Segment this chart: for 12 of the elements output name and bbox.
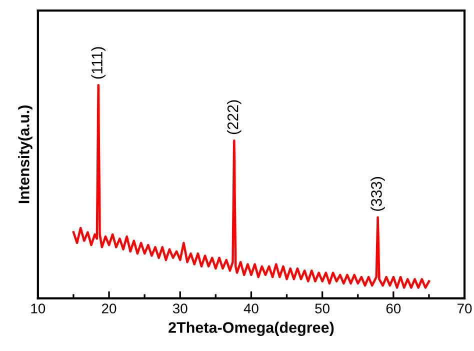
annotation: (222) — [227, 100, 242, 134]
y-axis-title: Intensity(a.u.) — [18, 106, 32, 204]
annotation: (333) — [370, 177, 385, 211]
x-tick-label: 70 — [458, 304, 472, 314]
x-tick-label: 30 — [172, 304, 188, 314]
x-tick-label: 50 — [315, 304, 330, 314]
x-tick-label: 10 — [31, 304, 46, 314]
x-axis-title: 2Theta-Omega(degree) — [168, 322, 334, 336]
annotation: (111) — [91, 47, 106, 79]
x-tick-label: 60 — [386, 304, 401, 314]
x-tick-label: 40 — [244, 304, 258, 314]
x-tick-label: 20 — [102, 304, 116, 314]
